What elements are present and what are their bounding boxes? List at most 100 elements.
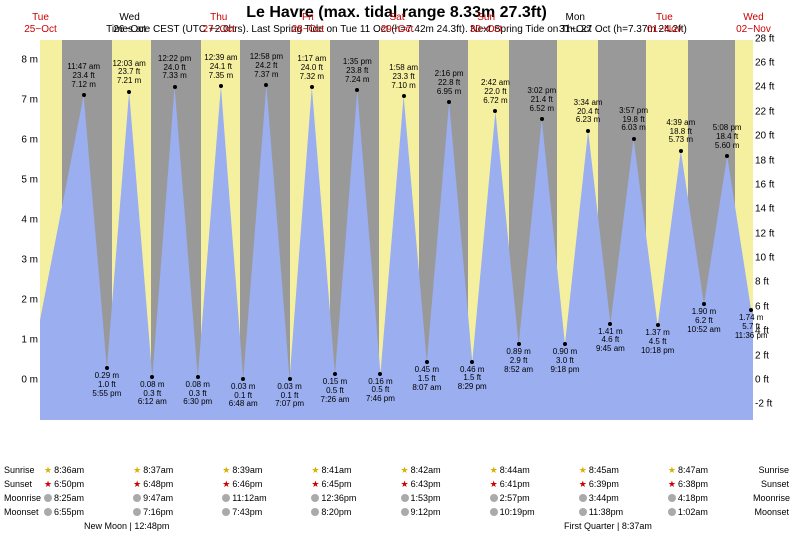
- time-value: 11:12am: [232, 493, 266, 503]
- low-tide-label: 0.08 m0.3 ft6:12 am: [138, 381, 167, 407]
- time-value: 7:43pm: [232, 507, 262, 517]
- y-tick-ft: 0 ft: [755, 375, 793, 386]
- low-tide-label: 0.46 m1.5 ft8:29 pm: [458, 366, 487, 392]
- moon-icon: [401, 494, 409, 502]
- sun-icon: ★: [668, 465, 676, 476]
- y-tick-ft: 22 ft: [755, 106, 793, 117]
- info-row-sunrise: Sunrise★8:36am★8:37am★8:39am★8:41am★8:42…: [4, 463, 789, 477]
- day-label: Sat29−Oct: [353, 12, 442, 36]
- y-tick-m: 5 m: [0, 175, 38, 186]
- time-value: 6:48pm: [143, 479, 173, 489]
- moon-icon: [668, 494, 676, 502]
- y-tick-m: 3 m: [0, 255, 38, 266]
- sunset-icon: ★: [668, 479, 676, 490]
- time-value: 11:38pm: [589, 507, 623, 517]
- high-tide-label: 1:35 pm23.8 ft7.24 m: [343, 58, 372, 84]
- moon-phase-note: First Quarter | 8:37am: [564, 521, 652, 531]
- sunset-icon: ★: [579, 479, 587, 490]
- y-tick-ft: 28 ft: [755, 33, 793, 44]
- time-value: 6:45pm: [321, 479, 351, 489]
- time-value: 12:36pm: [321, 493, 356, 503]
- info-row-moonrise: Moonrise8:25am9:47am11:12am12:36pm1:53pm…: [4, 491, 789, 505]
- time-value: 8:44am: [500, 465, 530, 475]
- sunset-icon: ★: [490, 479, 498, 490]
- y-tick-ft: 26 ft: [755, 58, 793, 69]
- high-tide-label: 11:47 am23.4 ft7.12 m: [67, 63, 100, 89]
- time-value: 10:19pm: [500, 507, 535, 517]
- high-tide-label: 3:34 am20.4 ft6.23 m: [574, 99, 603, 125]
- sunset-icon: ★: [222, 479, 230, 490]
- sun-icon: ★: [490, 465, 498, 476]
- moon-phase-note: New Moon | 12:48pm: [84, 521, 169, 531]
- time-value: 6:55pm: [54, 507, 84, 517]
- time-value: 8:41am: [321, 465, 351, 475]
- high-tide-label: 4:39 am18.8 ft5.73 m: [666, 119, 695, 145]
- y-tick-m: 6 m: [0, 135, 38, 146]
- time-value: 6:38pm: [678, 479, 708, 489]
- day-label: Mon31−Oct: [531, 12, 620, 36]
- high-tide-label: 12:39 am24.1 ft7.35 m: [204, 54, 237, 80]
- moon-icon: [490, 494, 498, 502]
- high-tide-label: 12:58 pm24.2 ft7.37 m: [250, 53, 283, 79]
- y-tick-m: 4 m: [0, 215, 38, 226]
- low-tide-label: 0.90 m3.0 ft9:18 pm: [550, 348, 579, 374]
- day-label: Fri28−Oct: [263, 12, 352, 36]
- moon-icon: [490, 508, 498, 516]
- time-value: 8:20pm: [321, 507, 351, 517]
- moon-icon: [133, 494, 141, 502]
- low-tide-label: 0.03 m0.1 ft7:07 pm: [275, 383, 304, 409]
- time-value: 9:47am: [143, 493, 173, 503]
- low-tide-label: 1.41 m4.6 ft9:45 am: [596, 328, 625, 354]
- high-tide-label: 3:57 pm19.8 ft6.03 m: [619, 107, 648, 133]
- low-tide-label: 1.37 m4.5 ft10:18 pm: [641, 329, 674, 355]
- day-label: Tue25−Oct: [0, 12, 85, 36]
- time-value: 6:46pm: [232, 479, 262, 489]
- y-tick-ft: 8 ft: [755, 277, 793, 288]
- low-tide-label: 0.03 m0.1 ft6:48 am: [229, 383, 258, 409]
- y-tick-ft: 16 ft: [755, 179, 793, 190]
- y-tick-m: 8 m: [0, 55, 38, 66]
- sunset-icon: ★: [401, 479, 409, 490]
- high-tide-label: 2:42 am22.0 ft6.72 m: [481, 79, 510, 105]
- tide-chart: Le Havre (max. tidal range 8.33m 27.3ft)…: [0, 0, 793, 539]
- time-value: 3:44pm: [589, 493, 619, 503]
- time-value: 6:41pm: [500, 479, 530, 489]
- plot-area: Tue25−OctWed26−OctThu27−OctFri28−OctSat2…: [40, 40, 753, 420]
- time-value: 8:45am: [589, 465, 619, 475]
- low-tide-label: 0.89 m2.9 ft8:52 am: [504, 348, 533, 374]
- high-tide-label: 1:17 am24.0 ft7.32 m: [297, 55, 326, 81]
- sunset-icon: ★: [133, 479, 141, 490]
- moon-icon: [311, 508, 319, 516]
- high-tide-label: 3:02 pm21.4 ft6.52 m: [527, 87, 556, 113]
- sun-icon: ★: [222, 465, 230, 476]
- time-value: 4:18pm: [678, 493, 708, 503]
- low-tide-label: 0.16 m0.5 ft7:46 pm: [366, 378, 395, 404]
- moon-icon: [401, 508, 409, 516]
- low-tide-label: 1.74 m5.7 ft11:36 pm: [735, 314, 768, 340]
- moon-icon: [44, 494, 52, 502]
- tide-curve: [40, 40, 753, 420]
- moon-icon: [579, 508, 587, 516]
- time-value: 7:16pm: [143, 507, 173, 517]
- y-tick-ft: 14 ft: [755, 204, 793, 215]
- sun-icon: ★: [579, 465, 587, 476]
- sun-icon: ★: [401, 465, 409, 476]
- y-tick-ft: 24 ft: [755, 82, 793, 93]
- y-tick-m: 7 m: [0, 95, 38, 106]
- day-label: Sun30−Oct: [442, 12, 531, 36]
- low-tide-label: 1.90 m6.2 ft10:52 am: [687, 308, 720, 334]
- sun-icon: ★: [311, 465, 319, 476]
- high-tide-label: 5:08 pm18.4 ft5.60 m: [713, 124, 742, 150]
- time-value: 6:39pm: [589, 479, 619, 489]
- time-value: 8:25am: [54, 493, 84, 503]
- time-value: 8:36am: [54, 465, 84, 475]
- info-row-sunset: Sunset★6:50pm★6:48pm★6:46pm★6:45pm★6:43p…: [4, 477, 789, 491]
- moon-icon: [668, 508, 676, 516]
- time-value: 8:39am: [232, 465, 262, 475]
- bottom-info: Sunrise★8:36am★8:37am★8:39am★8:41am★8:42…: [4, 463, 789, 533]
- moon-icon: [579, 494, 587, 502]
- moon-icon: [222, 508, 230, 516]
- moon-icon: [133, 508, 141, 516]
- high-tide-label: 12:03 am23.7 ft7.21 m: [112, 60, 145, 86]
- sun-icon: ★: [44, 465, 52, 476]
